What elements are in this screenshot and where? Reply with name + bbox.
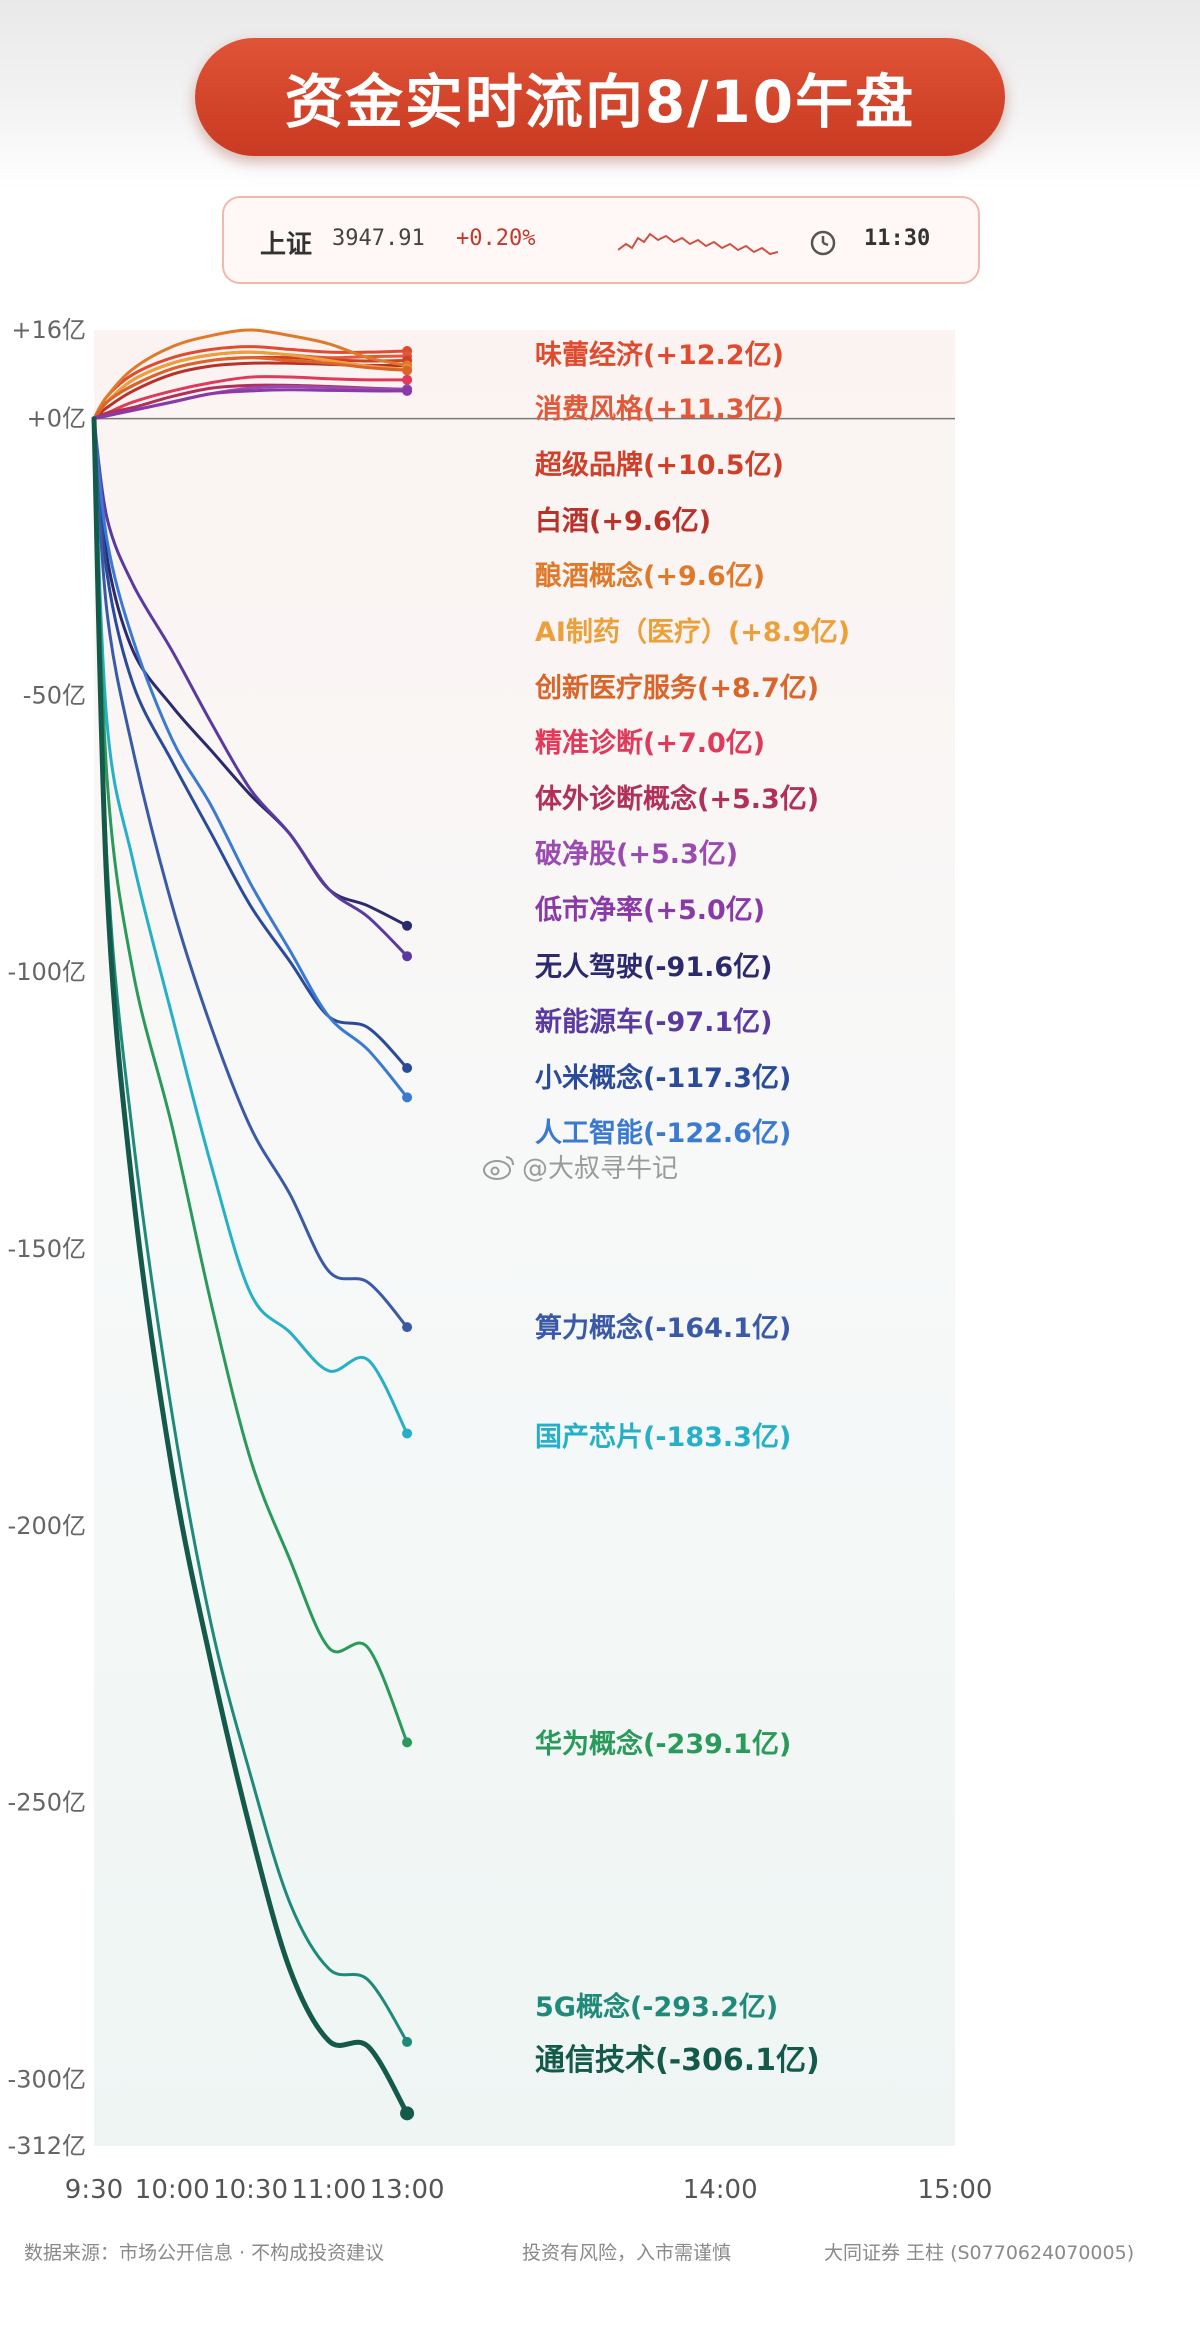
series-label: 人工智能(-122.6亿) [535, 1117, 791, 1149]
series-line [92, 417, 409, 1099]
index-sparkline [618, 232, 778, 256]
y-tick-label: +16亿 [11, 316, 86, 344]
series-label: 精准诊断(+7.0亿) [535, 727, 765, 759]
series-label: 华为概念(-239.1亿) [535, 1728, 791, 1760]
y-tick-label: -200亿 [8, 1512, 86, 1540]
index-ticker-card: 上证 3947.91 +0.20% 11:30 [222, 196, 980, 284]
index-name: 上证 [260, 230, 313, 260]
x-tick-label: 10:00 [135, 2175, 210, 2200]
series-endpoint [402, 1322, 413, 1333]
series-endpoint [402, 951, 413, 962]
y-tick-label: -250亿 [8, 1789, 86, 1817]
weibo-icon [483, 1155, 514, 1180]
series-line [92, 417, 409, 1070]
series-label: 算力概念(-164.1亿) [535, 1312, 791, 1344]
plot-background [94, 330, 955, 2146]
series-line [92, 350, 409, 421]
series-line [92, 417, 409, 1744]
y-tick-label: -300亿 [8, 2066, 86, 2094]
series-line [92, 417, 409, 958]
y-tick-label: -100亿 [8, 958, 86, 986]
series-endpoint [402, 1092, 413, 1103]
fund-flow-chart: +16亿 +0亿 -50亿 -100亿 -150亿 -200亿 -250亿 -300亿 -312… [8, 316, 993, 2200]
x-tick-label: 15:00 [918, 2175, 993, 2200]
series-endpoint [402, 1428, 413, 1439]
x-tick-label: 11:00 [291, 2175, 366, 2200]
series-label: 无人驾驶(-91.6亿) [535, 952, 773, 983]
series-line [92, 356, 409, 421]
series-endpoint [402, 1737, 413, 1748]
clock-icon [810, 230, 836, 256]
series-label: 新能源车(-97.1亿) [535, 1006, 773, 1038]
series-label: 小米概念(-117.3亿) [535, 1062, 791, 1094]
x-tick-label: 10:30 [213, 2175, 288, 2200]
series-line [92, 328, 409, 421]
y-tick-label: +0亿 [27, 405, 86, 433]
footer-source: 数据来源：市场公开信息 · 不构成投资建议 [24, 2242, 385, 2264]
footer-broker: 大同证券 王柱 (S0770624070005) [824, 2242, 1135, 2264]
series-label: AI制药（医疗）(+8.9亿) [535, 616, 850, 648]
series-endpoint [402, 374, 413, 385]
watermark: @大叔寻牛记 [482, 1148, 678, 1185]
series-label: 酿酒概念(+9.6亿) [535, 560, 765, 592]
y-tick-label: -312亿 [8, 2132, 86, 2160]
series-label: 通信技术(-306.1亿) [535, 2043, 820, 2078]
series-endpoint [400, 2106, 415, 2121]
series-endpoint [402, 2036, 413, 2047]
series-label: 低市净率(+5.0亿) [534, 894, 765, 926]
index-value: 3947.91 [332, 226, 425, 251]
series-line [92, 388, 409, 421]
series-label: 味蕾经济(+12.2亿) [535, 339, 784, 371]
series-label: 白酒(+9.6亿) [535, 505, 711, 537]
series-endpoint [402, 385, 413, 396]
x-tick-label: 9:30 [65, 2175, 123, 2200]
ticker-time: 11:30 [864, 226, 931, 251]
series-line [92, 417, 409, 1329]
series-label: 消费风格(+11.3亿) [535, 394, 784, 425]
series-line [92, 375, 409, 421]
watermark-text: @大叔寻牛记 [522, 1154, 679, 1184]
y-tick-label: -150亿 [8, 1235, 86, 1263]
series-label: 超级品牌(+10.5亿) [535, 449, 784, 481]
series-line [92, 417, 409, 928]
footer-risk: 投资有风险，入市需谨慎 [522, 2242, 732, 2264]
series-label: 创新医疗服务(+8.7亿) [534, 672, 819, 704]
series-label: 破净股(+5.3亿) [535, 839, 738, 870]
series-label: 国产芯片(-183.3亿) [535, 1422, 791, 1453]
index-change: +0.20% [456, 226, 536, 251]
y-tick-label: -50亿 [23, 681, 86, 709]
series-endpoint [402, 920, 413, 931]
x-tick-label: 14:00 [683, 2175, 758, 2200]
series-line [92, 417, 409, 1435]
series-endpoint [402, 1063, 413, 1074]
series-endpoint [402, 365, 413, 376]
x-tick-label: 13:00 [370, 2175, 445, 2200]
page-title: 资金实时流向8/10午盘 [195, 38, 1005, 156]
series-label: 体外诊断概念(+5.3亿) [535, 783, 819, 815]
series-label: 5G概念(-293.2亿) [535, 1991, 778, 2023]
series-line [91, 416, 410, 2116]
